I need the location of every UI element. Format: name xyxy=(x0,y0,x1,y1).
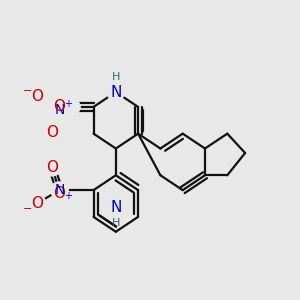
Text: O: O xyxy=(31,196,43,211)
Ellipse shape xyxy=(62,99,80,115)
Text: −: − xyxy=(22,204,32,214)
Text: +: + xyxy=(64,191,72,201)
Text: −: − xyxy=(22,86,32,96)
Text: N: N xyxy=(110,200,122,215)
Text: O: O xyxy=(46,160,58,175)
Ellipse shape xyxy=(43,160,61,176)
Ellipse shape xyxy=(107,84,125,100)
Text: +: + xyxy=(64,99,72,109)
Text: N: N xyxy=(54,183,64,197)
Text: O: O xyxy=(53,186,65,201)
Text: H: H xyxy=(112,218,120,228)
Text: N: N xyxy=(54,103,64,117)
Text: O: O xyxy=(53,99,65,114)
Text: O: O xyxy=(31,89,43,104)
Text: O: O xyxy=(46,125,58,140)
Text: N: N xyxy=(110,85,122,100)
Text: H: H xyxy=(112,72,120,82)
Ellipse shape xyxy=(28,195,46,212)
Ellipse shape xyxy=(50,182,68,198)
